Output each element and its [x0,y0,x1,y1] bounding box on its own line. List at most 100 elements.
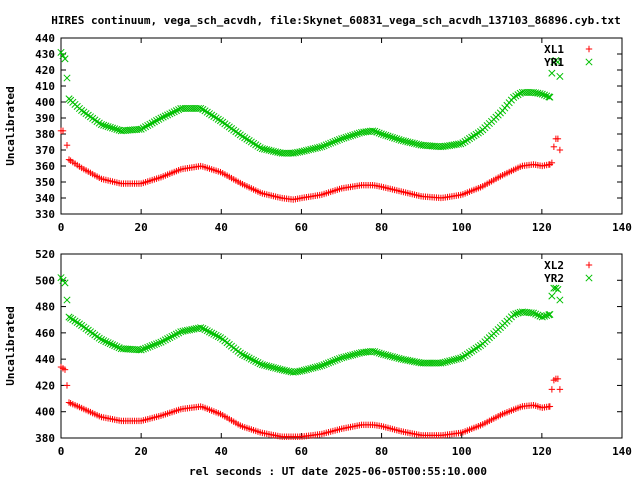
series-yr2 [57,274,564,376]
data-point [199,324,207,332]
data-point [247,355,255,363]
data-point [554,285,562,294]
data-point [556,386,564,393]
data-point [135,125,143,133]
data-point [115,344,123,352]
x-tick-label: 20 [135,221,148,234]
data-point [236,131,244,139]
data-point [448,356,456,364]
data-point [69,316,77,324]
data-point [351,350,359,358]
data-point [296,367,304,375]
data-point [514,91,522,99]
data-point [194,104,202,112]
data-point [300,147,308,155]
data-point [269,147,277,155]
data-point [108,124,117,132]
data-point [548,386,556,393]
y-tick-label: 520 [35,248,55,261]
data-point [113,125,121,134]
data-point [465,349,474,357]
data-point [291,149,299,157]
data-point [307,145,315,153]
data-point [100,121,108,129]
data-point [540,91,549,99]
data-point [155,115,163,123]
x-tick-label: 60 [295,221,308,234]
data-point [331,356,339,364]
series-yr1 [57,48,564,157]
data-point [305,146,313,154]
data-point [472,344,480,352]
y-tick-label: 330 [35,208,55,221]
data-point [391,134,399,142]
data-point [63,74,71,82]
data-point [371,127,379,135]
data-point [514,309,522,317]
data-point [148,119,156,127]
data-point [349,351,357,359]
data-point [316,362,324,370]
data-point [111,342,119,350]
data-point [355,129,363,137]
data-point [397,136,405,144]
data-point [437,359,445,367]
data-point [470,346,478,354]
data-point [170,331,178,339]
data-point [382,351,390,359]
data-point [258,361,266,369]
data-point [241,352,249,360]
x-tick-label: 0 [58,445,65,458]
data-point [369,127,377,135]
data-point [278,366,286,374]
data-point [413,358,421,366]
data-point [351,130,359,139]
y-tick-label: 480 [35,301,55,314]
data-point [393,354,401,362]
data-point [331,137,339,145]
data-point [274,365,282,373]
data-point [395,354,403,363]
x-tick-label: 120 [532,445,552,458]
x-tick-label: 100 [452,221,472,234]
data-point [65,156,73,163]
data-point [190,325,198,333]
data-point [454,355,463,363]
data-point [527,309,535,317]
data-point [166,333,174,342]
y-tick-label: 440 [35,353,55,366]
data-point [532,89,540,97]
data-point [329,357,337,365]
data-point [322,141,330,149]
data-point [410,139,418,148]
legend-marker [585,261,593,269]
data-point [353,130,361,138]
data-point [543,92,551,100]
data-point [150,341,158,349]
data-point [439,359,447,367]
data-point [168,332,176,340]
data-point [113,343,121,351]
data-point [554,135,562,142]
data-point [172,107,180,115]
data-point [307,364,315,373]
data-point [210,330,218,338]
data-point [373,348,381,356]
data-point [344,352,352,360]
x-axis-label: rel seconds : UT date 2025-06-05T00:55:1… [189,465,487,478]
data-point [272,148,280,156]
x-tick-label: 140 [612,445,632,458]
data-point [179,327,187,335]
data-point [402,137,410,145]
data-point [329,138,337,146]
data-point [548,69,556,77]
data-point [404,356,412,364]
data-point [386,352,394,360]
data-point [102,122,110,130]
data-point [548,292,556,300]
data-point [256,360,264,368]
data-point [157,338,165,346]
data-point [382,131,390,139]
data-point [338,135,346,143]
